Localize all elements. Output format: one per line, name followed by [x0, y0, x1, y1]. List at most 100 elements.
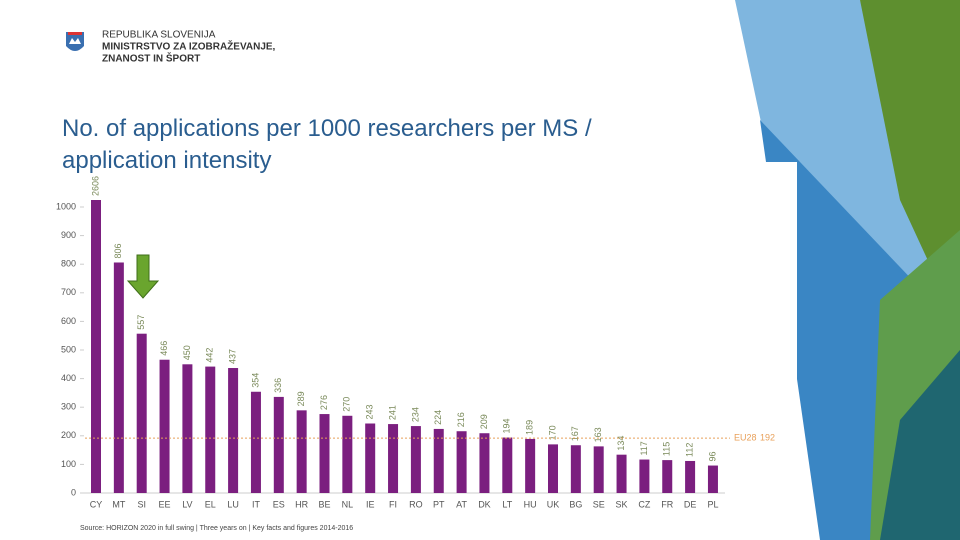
bar — [548, 444, 558, 493]
value-label: 112 — [684, 443, 694, 457]
header-line: REPUBLIKA SLOVENIJA — [102, 30, 216, 41]
x-tick-label: IT — [252, 499, 261, 509]
x-tick-label: EL — [205, 499, 216, 509]
bar — [113, 262, 124, 493]
value-label: 466 — [159, 341, 169, 356]
bar — [228, 368, 239, 493]
bar — [479, 433, 490, 493]
bar — [570, 445, 581, 493]
bar — [319, 414, 330, 493]
bar — [502, 437, 513, 493]
header-line: ZNANOST IN ŠPORT — [102, 52, 200, 65]
value-label: 96 — [707, 452, 717, 462]
x-tick-label: LT — [502, 499, 512, 509]
value-label: 209 — [479, 414, 489, 429]
x-tick-label: SK — [616, 499, 628, 509]
bar — [205, 366, 216, 493]
bar — [342, 415, 353, 493]
bar — [250, 391, 261, 493]
x-tick-label: AT — [456, 499, 467, 509]
bar — [616, 454, 627, 493]
x-tick-label: BE — [318, 499, 330, 509]
header-line: MINISTRSTVO ZA IZOBRAŽEVANJE, — [102, 40, 276, 53]
y-tick-label: 0 — [71, 487, 76, 497]
arrow — [126, 254, 160, 299]
value-label: 437 — [227, 349, 237, 364]
bar — [433, 428, 444, 493]
y-tick-label: 100 — [61, 459, 76, 469]
bar — [182, 364, 193, 493]
bar — [159, 359, 170, 493]
x-tick-label: RO — [409, 499, 423, 509]
x-tick-label: UK — [547, 499, 560, 509]
x-tick-label: LV — [182, 499, 192, 509]
bar — [388, 424, 399, 493]
bar — [685, 460, 696, 493]
value-label: 2606 — [90, 176, 100, 196]
x-tick-label: DK — [478, 499, 491, 509]
x-tick-label: BG — [569, 499, 582, 509]
value-label: 557 — [136, 315, 146, 330]
x-tick-label: DE — [684, 499, 697, 509]
bar — [639, 459, 650, 493]
x-tick-label: NL — [342, 499, 354, 509]
bar — [662, 460, 673, 493]
decoration — [860, 0, 960, 330]
value-label: 117 — [639, 441, 649, 455]
y-tick-label: 200 — [61, 430, 76, 440]
value-label: 276 — [319, 395, 329, 410]
value-label: 115 — [662, 442, 672, 456]
value-label: 289 — [296, 391, 306, 406]
bar — [456, 431, 467, 493]
x-tick-label: FI — [389, 499, 397, 509]
y-tick-label: 400 — [61, 373, 76, 383]
reference-value: 192 — [760, 432, 775, 442]
reference-label: EU28 — [734, 432, 757, 442]
y-tick-label: 600 — [61, 316, 76, 326]
value-label: 170 — [547, 425, 557, 440]
value-label: 243 — [365, 404, 375, 419]
x-tick-label: CY — [90, 499, 103, 509]
value-label: 450 — [182, 345, 192, 360]
y-tick-label: 800 — [61, 259, 76, 269]
value-label: 224 — [433, 410, 443, 425]
chart-title: No. of applications per 1000 researchers… — [62, 115, 592, 174]
x-tick-label: IE — [366, 499, 375, 509]
value-label: 167 — [570, 426, 580, 441]
y-tick-label: 900 — [61, 230, 76, 240]
value-label: 241 — [387, 405, 397, 420]
source: Source: HORIZON 2020 in full swing | Thr… — [80, 525, 353, 532]
bar — [707, 465, 718, 493]
y-tick-label: 1000 — [56, 201, 76, 211]
value-label: 270 — [342, 397, 352, 412]
logo — [66, 32, 84, 51]
bar — [365, 423, 376, 493]
value-label: 234 — [410, 407, 420, 422]
bar — [91, 200, 101, 493]
bar — [593, 446, 604, 493]
value-label: 216 — [456, 412, 466, 427]
x-tick-label: FR — [661, 499, 673, 509]
chart-panel — [45, 162, 797, 522]
plot — [91, 200, 718, 493]
bar — [273, 396, 284, 493]
value-label: 806 — [113, 243, 123, 258]
x-tick-label: HU — [524, 499, 537, 509]
value-label: 336 — [273, 378, 283, 393]
x-tick-label: HR — [295, 499, 308, 509]
x-tick-label: PL — [707, 499, 718, 509]
value-label: 189 — [525, 420, 535, 435]
x-tick-label: LU — [227, 499, 239, 509]
value-label: 354 — [250, 373, 260, 388]
x-tick-label: CZ — [638, 499, 650, 509]
x-tick-label: SI — [137, 499, 146, 509]
value-label: 194 — [502, 418, 512, 433]
value-label: 134 — [616, 436, 626, 451]
bar — [296, 410, 307, 493]
decoration — [880, 350, 960, 540]
y-tick-label: 500 — [61, 344, 76, 354]
x-tick-label: ES — [273, 499, 285, 509]
x-tick-label: SE — [593, 499, 605, 509]
x-tick-label: MT — [112, 499, 125, 509]
